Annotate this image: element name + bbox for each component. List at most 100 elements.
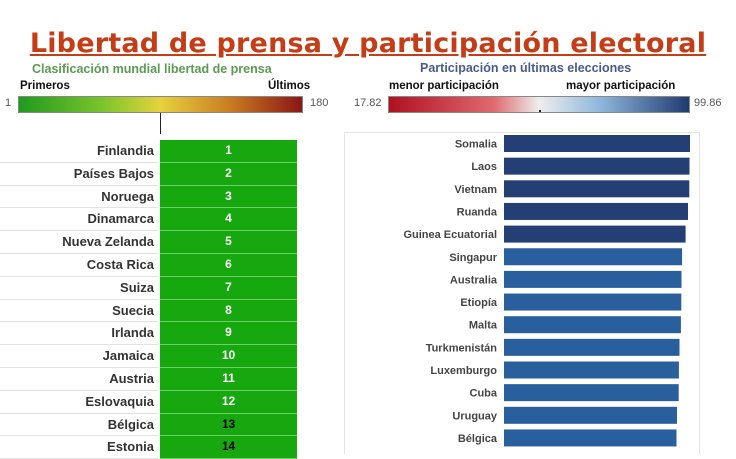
bar-ruanda bbox=[504, 202, 688, 220]
country-name: Costa Rica bbox=[86, 257, 154, 272]
bar-turkmenistán bbox=[504, 338, 680, 356]
table-row: Estonia 14 bbox=[0, 436, 300, 459]
country-name: Finlandia bbox=[96, 143, 154, 158]
bar-somalia bbox=[504, 135, 690, 152]
table-row: Finlandia 1 bbox=[0, 140, 300, 163]
country-name: Noruega bbox=[101, 188, 154, 204]
category-label: Australia bbox=[450, 274, 498, 286]
bar-cuba bbox=[504, 384, 679, 402]
bar-luxemburgo bbox=[504, 361, 679, 379]
category-label: Luxemburgo bbox=[430, 365, 497, 377]
category-label: Ruanda bbox=[457, 206, 498, 218]
legend-right-min: 17.82 bbox=[354, 97, 382, 109]
table-row: Irlanda 9 bbox=[0, 322, 300, 346]
rank-value: 8 bbox=[160, 299, 297, 323]
bar-singapur bbox=[504, 248, 683, 266]
press-freedom-subtitle: Clasificación mundial libertad de prensa bbox=[32, 62, 272, 76]
rank-value: 13 bbox=[160, 413, 297, 437]
category-label: Bélgica bbox=[458, 433, 498, 445]
table-row: Nueva Zelanda 5 bbox=[0, 231, 300, 254]
rank-value: 3 bbox=[160, 185, 297, 209]
bar-uruguay bbox=[504, 406, 677, 424]
rank-value: 10 bbox=[160, 345, 297, 368]
table-row: Suiza 7 bbox=[0, 276, 300, 300]
bar-bélgica bbox=[504, 429, 677, 447]
turnout-subtitle: Participación en últimas elecciones bbox=[420, 61, 632, 75]
country-name: Estonia bbox=[107, 439, 154, 455]
legend-right-max: 99.86 bbox=[694, 97, 722, 109]
legend-right-marker bbox=[539, 110, 541, 112]
row-divider bbox=[0, 252, 158, 254]
press-freedom-ranking-table: Finlandia 1 Países Bajos 2 Noruega 3 Dinamarca… bbox=[0, 140, 300, 459]
rank-value: 6 bbox=[160, 254, 297, 277]
category-label: Guinea Ecuatorial bbox=[403, 229, 497, 241]
category-label: Vietnam bbox=[454, 184, 497, 196]
country-name: Países Bajos bbox=[73, 165, 154, 181]
row-divider bbox=[0, 321, 158, 323]
turnout-bar-chart: Somalia Laos Vietnam Ruanda Guinea Ecuatoria… bbox=[344, 132, 700, 454]
rank-value: 5 bbox=[160, 231, 297, 254]
category-label: Etiopía bbox=[460, 297, 498, 309]
rank-value: 2 bbox=[160, 162, 297, 186]
table-row: Suecia 8 bbox=[0, 299, 300, 323]
row-divider bbox=[0, 298, 158, 300]
table-row: Costa Rica 6 bbox=[0, 254, 300, 277]
country-name: Irlanda bbox=[111, 325, 154, 341]
row-divider bbox=[0, 366, 158, 368]
rank-value: 9 bbox=[160, 322, 297, 346]
category-label: Laos bbox=[471, 161, 497, 173]
legend-left-marker bbox=[160, 113, 161, 134]
legend-right-high-label: mayor participación bbox=[566, 80, 676, 92]
chart-frame bbox=[344, 132, 700, 454]
country-name: Suecia bbox=[112, 302, 154, 318]
country-name: Dinamarca bbox=[87, 211, 154, 227]
row-divider bbox=[0, 412, 158, 414]
table-row: Países Bajos 2 bbox=[0, 162, 300, 186]
rank-value: 12 bbox=[160, 390, 297, 414]
country-name: Nueva Zelanda bbox=[62, 234, 154, 250]
bar-malta bbox=[504, 316, 681, 334]
bar-vietnam bbox=[504, 180, 690, 198]
country-name: Suiza bbox=[120, 279, 154, 295]
table-row: Jamaica 10 bbox=[0, 345, 300, 368]
row-divider bbox=[0, 389, 158, 391]
page-title: Libertad de prensa y participación elect… bbox=[29, 28, 707, 59]
bar-etiopía bbox=[504, 293, 682, 311]
table-row: Bélgica 13 bbox=[0, 413, 300, 437]
rank-value: 14 bbox=[160, 436, 297, 459]
legend-right-low-label: menor participación bbox=[389, 80, 499, 92]
bar-australia bbox=[504, 270, 682, 288]
row-divider bbox=[0, 230, 158, 232]
country-name: Austria bbox=[109, 371, 154, 386]
category-label: Cuba bbox=[470, 388, 498, 400]
row-divider bbox=[0, 207, 158, 209]
row-divider bbox=[0, 161, 158, 163]
press-freedom-color-scale bbox=[18, 96, 303, 113]
turnout-color-scale bbox=[388, 96, 690, 113]
bar-guinea-ecuatorial bbox=[504, 225, 686, 243]
category-label: Turkmenistán bbox=[426, 342, 498, 354]
row-divider bbox=[0, 275, 158, 277]
category-label: Malta bbox=[469, 320, 498, 332]
legend-left-low-label: Primeros bbox=[20, 80, 70, 92]
table-row: Austria 11 bbox=[0, 368, 300, 391]
rank-value: 7 bbox=[160, 276, 297, 300]
category-label: Uruguay bbox=[452, 410, 498, 422]
category-label: Somalia bbox=[455, 139, 498, 151]
row-divider bbox=[0, 435, 158, 437]
rank-value: 11 bbox=[160, 368, 297, 391]
rank-value: 4 bbox=[160, 208, 297, 232]
country-name: Eslovaquia bbox=[85, 393, 154, 409]
row-divider bbox=[0, 184, 158, 186]
table-row: Noruega 3 bbox=[0, 185, 300, 209]
category-label: Singapur bbox=[449, 252, 497, 264]
table-row: Eslovaquia 12 bbox=[0, 390, 300, 414]
row-divider bbox=[0, 344, 158, 346]
legend-left-min: 1 bbox=[5, 97, 12, 109]
legend-left-high-label: Últimos bbox=[268, 80, 311, 92]
rank-value: 1 bbox=[160, 140, 297, 163]
legend-left-max: 180 bbox=[310, 97, 329, 109]
country-name: Jamaica bbox=[102, 348, 154, 364]
bar-laos bbox=[504, 157, 690, 175]
country-name: Bélgica bbox=[107, 416, 154, 432]
